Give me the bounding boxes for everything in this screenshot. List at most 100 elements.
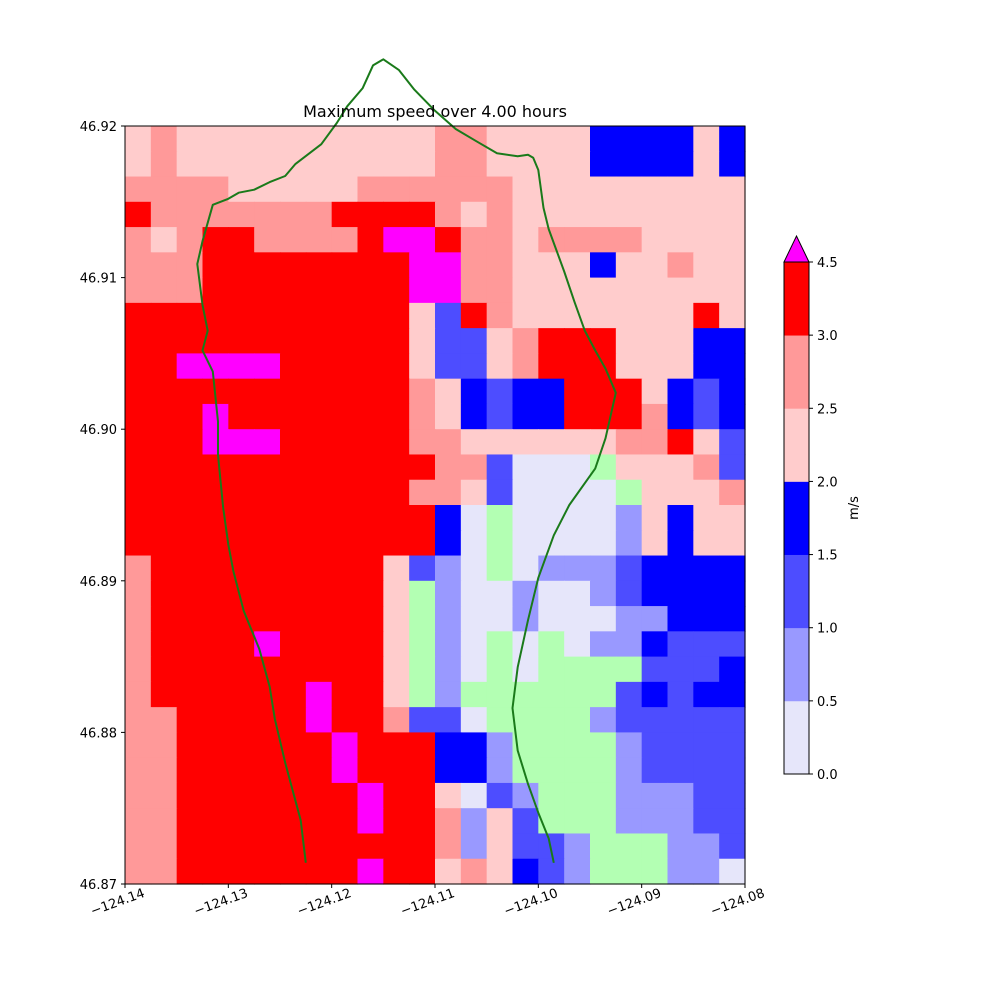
heatmap-cell <box>512 833 539 860</box>
heatmap-cell <box>564 403 591 430</box>
heatmap-cell <box>460 227 488 253</box>
heatmap-cell <box>331 378 359 405</box>
heatmap-cell <box>125 479 152 506</box>
heatmap-cell <box>641 580 669 607</box>
heatmap-cell <box>564 681 591 708</box>
heatmap-cell <box>538 681 565 708</box>
heatmap-cell <box>331 252 359 279</box>
heatmap-cell <box>590 858 617 885</box>
heatmap-cell <box>590 757 617 784</box>
heatmap-cell <box>693 151 720 178</box>
heatmap-cell <box>176 151 204 178</box>
heatmap-cell <box>667 277 694 304</box>
heatmap-cell <box>409 858 436 885</box>
heatmap-cell <box>667 126 694 152</box>
heatmap-cell <box>615 631 643 658</box>
heatmap-cell <box>590 176 617 203</box>
heatmap-cell <box>357 555 384 582</box>
heatmap-cell <box>409 707 436 733</box>
heatmap-cell <box>150 353 178 380</box>
heatmap-cell <box>719 833 746 860</box>
heatmap-cell <box>357 580 384 607</box>
heatmap-cell <box>435 328 462 354</box>
heatmap-cell <box>667 505 694 531</box>
heatmap-cell <box>305 606 333 632</box>
heatmap-cell <box>331 707 359 733</box>
heatmap-cell <box>125 833 152 860</box>
heatmap-cell <box>460 580 488 607</box>
heatmap-cell <box>486 656 514 683</box>
heatmap-cell <box>641 656 669 683</box>
heatmap-cell <box>383 808 410 835</box>
heatmap-cell <box>254 808 281 835</box>
colorbar-tick-label: 0.0 <box>817 768 838 783</box>
heatmap-cell <box>150 555 178 582</box>
heatmap-cell <box>512 530 539 557</box>
heatmap-cell <box>228 403 255 430</box>
heatmap-cell <box>409 126 436 152</box>
heatmap-cell <box>538 429 565 456</box>
heatmap-cell <box>409 151 436 178</box>
heatmap-cell <box>564 227 591 253</box>
heatmap-cell <box>125 151 152 178</box>
heatmap-cell <box>719 505 746 531</box>
heatmap-cell <box>357 201 384 228</box>
heatmap-cell <box>280 681 307 708</box>
heatmap-cell <box>564 580 591 607</box>
heatmap-cell <box>202 555 229 582</box>
heatmap-cell <box>383 757 410 784</box>
heatmap-cell <box>331 782 359 809</box>
heatmap-cell <box>383 277 410 304</box>
heatmap-cell <box>150 252 178 279</box>
heatmap-cell <box>667 328 694 354</box>
heatmap-cell <box>460 201 488 228</box>
heatmap-cell <box>280 555 307 582</box>
heatmap-cell <box>693 126 720 152</box>
heatmap-cell <box>254 126 281 152</box>
heatmap-cell <box>564 151 591 178</box>
heatmap-cell <box>383 631 410 658</box>
heatmap-cell <box>564 707 591 733</box>
heatmap-cell <box>305 302 333 329</box>
heatmap-cell <box>409 757 436 784</box>
heatmap-cell <box>435 656 462 683</box>
heatmap-cell <box>538 707 565 733</box>
heatmap-cell <box>150 631 178 658</box>
heatmap-cell <box>512 858 539 885</box>
heatmap-cell <box>641 858 669 885</box>
heatmap-cell <box>667 530 694 557</box>
heatmap-cell <box>667 656 694 683</box>
heatmap-cell <box>719 782 746 809</box>
heatmap-cell <box>409 176 436 203</box>
heatmap-cell <box>280 227 307 253</box>
heatmap-cell <box>409 681 436 708</box>
heatmap-cell <box>641 732 669 759</box>
heatmap-cell <box>486 808 514 835</box>
heatmap-cell <box>667 479 694 506</box>
heatmap-cell <box>486 479 514 506</box>
heatmap-cell <box>254 631 281 658</box>
heatmap-cell <box>383 227 410 253</box>
heatmap-cell <box>150 126 178 152</box>
heatmap-cell <box>693 782 720 809</box>
heatmap-cell <box>125 302 152 329</box>
heatmap-cell <box>460 656 488 683</box>
heatmap-cell <box>512 378 539 405</box>
heatmap-cell <box>460 252 488 279</box>
heatmap-cell <box>486 176 514 203</box>
heatmap-cell <box>564 858 591 885</box>
heatmap-cell <box>176 732 204 759</box>
heatmap-cell <box>383 454 410 481</box>
heatmap-cell <box>409 277 436 304</box>
heatmap-cell <box>383 479 410 506</box>
x-tick-label: −124.11 <box>399 886 457 919</box>
heatmap-cell <box>228 808 255 835</box>
heatmap-cell <box>667 757 694 784</box>
heatmap-cell <box>667 808 694 835</box>
heatmap-cell <box>564 757 591 784</box>
heatmap-cell <box>383 833 410 860</box>
heatmap-cell <box>280 505 307 531</box>
heatmap-cell <box>641 403 669 430</box>
heatmap-cell <box>693 176 720 203</box>
heatmap-cell <box>331 176 359 203</box>
